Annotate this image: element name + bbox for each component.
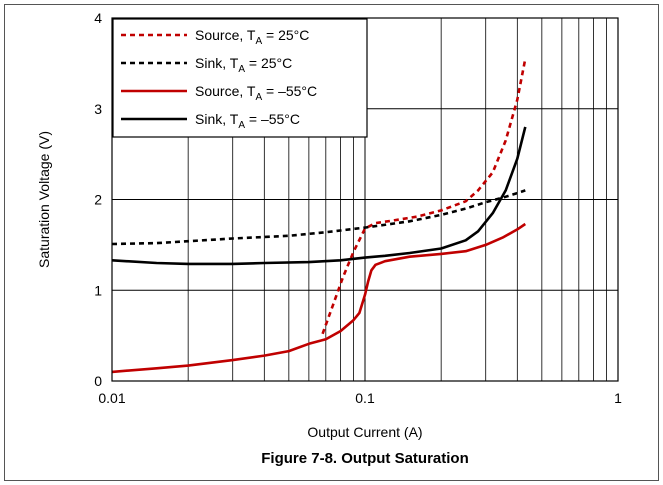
legend-label-0: Source, TA = 25°C (195, 27, 309, 47)
figure-caption: Figure 7-8. Output Saturation (261, 450, 469, 467)
legend-label-2: Source, TA = –55°C (195, 83, 317, 103)
x-tick-label: 0.1 (355, 390, 375, 406)
y-tick-label: 1 (94, 282, 102, 298)
legend-label-3: Sink, TA = –55°C (195, 111, 300, 131)
legend-label-1: Sink, TA = 25°C (195, 55, 292, 75)
legend-box (112, 18, 368, 138)
series-line-1 (111, 189, 526, 246)
x-axis-label: Output Current (A) (307, 424, 422, 440)
chart-frame: 0 1 2 3 4 0.01 0.1 1 Source, TA = 25°C Sink, TA … (4, 4, 659, 481)
legend: Source, TA = 25°C Sink, TA = 25°C Source, … (112, 18, 368, 138)
y-tick-label: 4 (94, 10, 102, 26)
series-line-2 (111, 222, 527, 374)
y-axis-label: Saturation Voltage (V) (36, 131, 52, 268)
tick-labels: 0 1 2 3 4 0.01 0.1 1 (94, 10, 622, 406)
chart-svg: 0 1 2 3 4 0.01 0.1 1 Source, TA = 25°C Sink, TA … (36, 10, 622, 467)
series-line-3 (111, 126, 527, 266)
plot-border (111, 17, 619, 382)
series-line-0 (321, 58, 527, 335)
x-tick-label: 1 (614, 390, 622, 406)
y-tick-label: 3 (94, 101, 102, 117)
y-tick-label: 0 (94, 373, 102, 389)
y-tick-label: 2 (94, 192, 102, 208)
series-layer (111, 58, 527, 374)
x-tick-label: 0.01 (98, 390, 125, 406)
